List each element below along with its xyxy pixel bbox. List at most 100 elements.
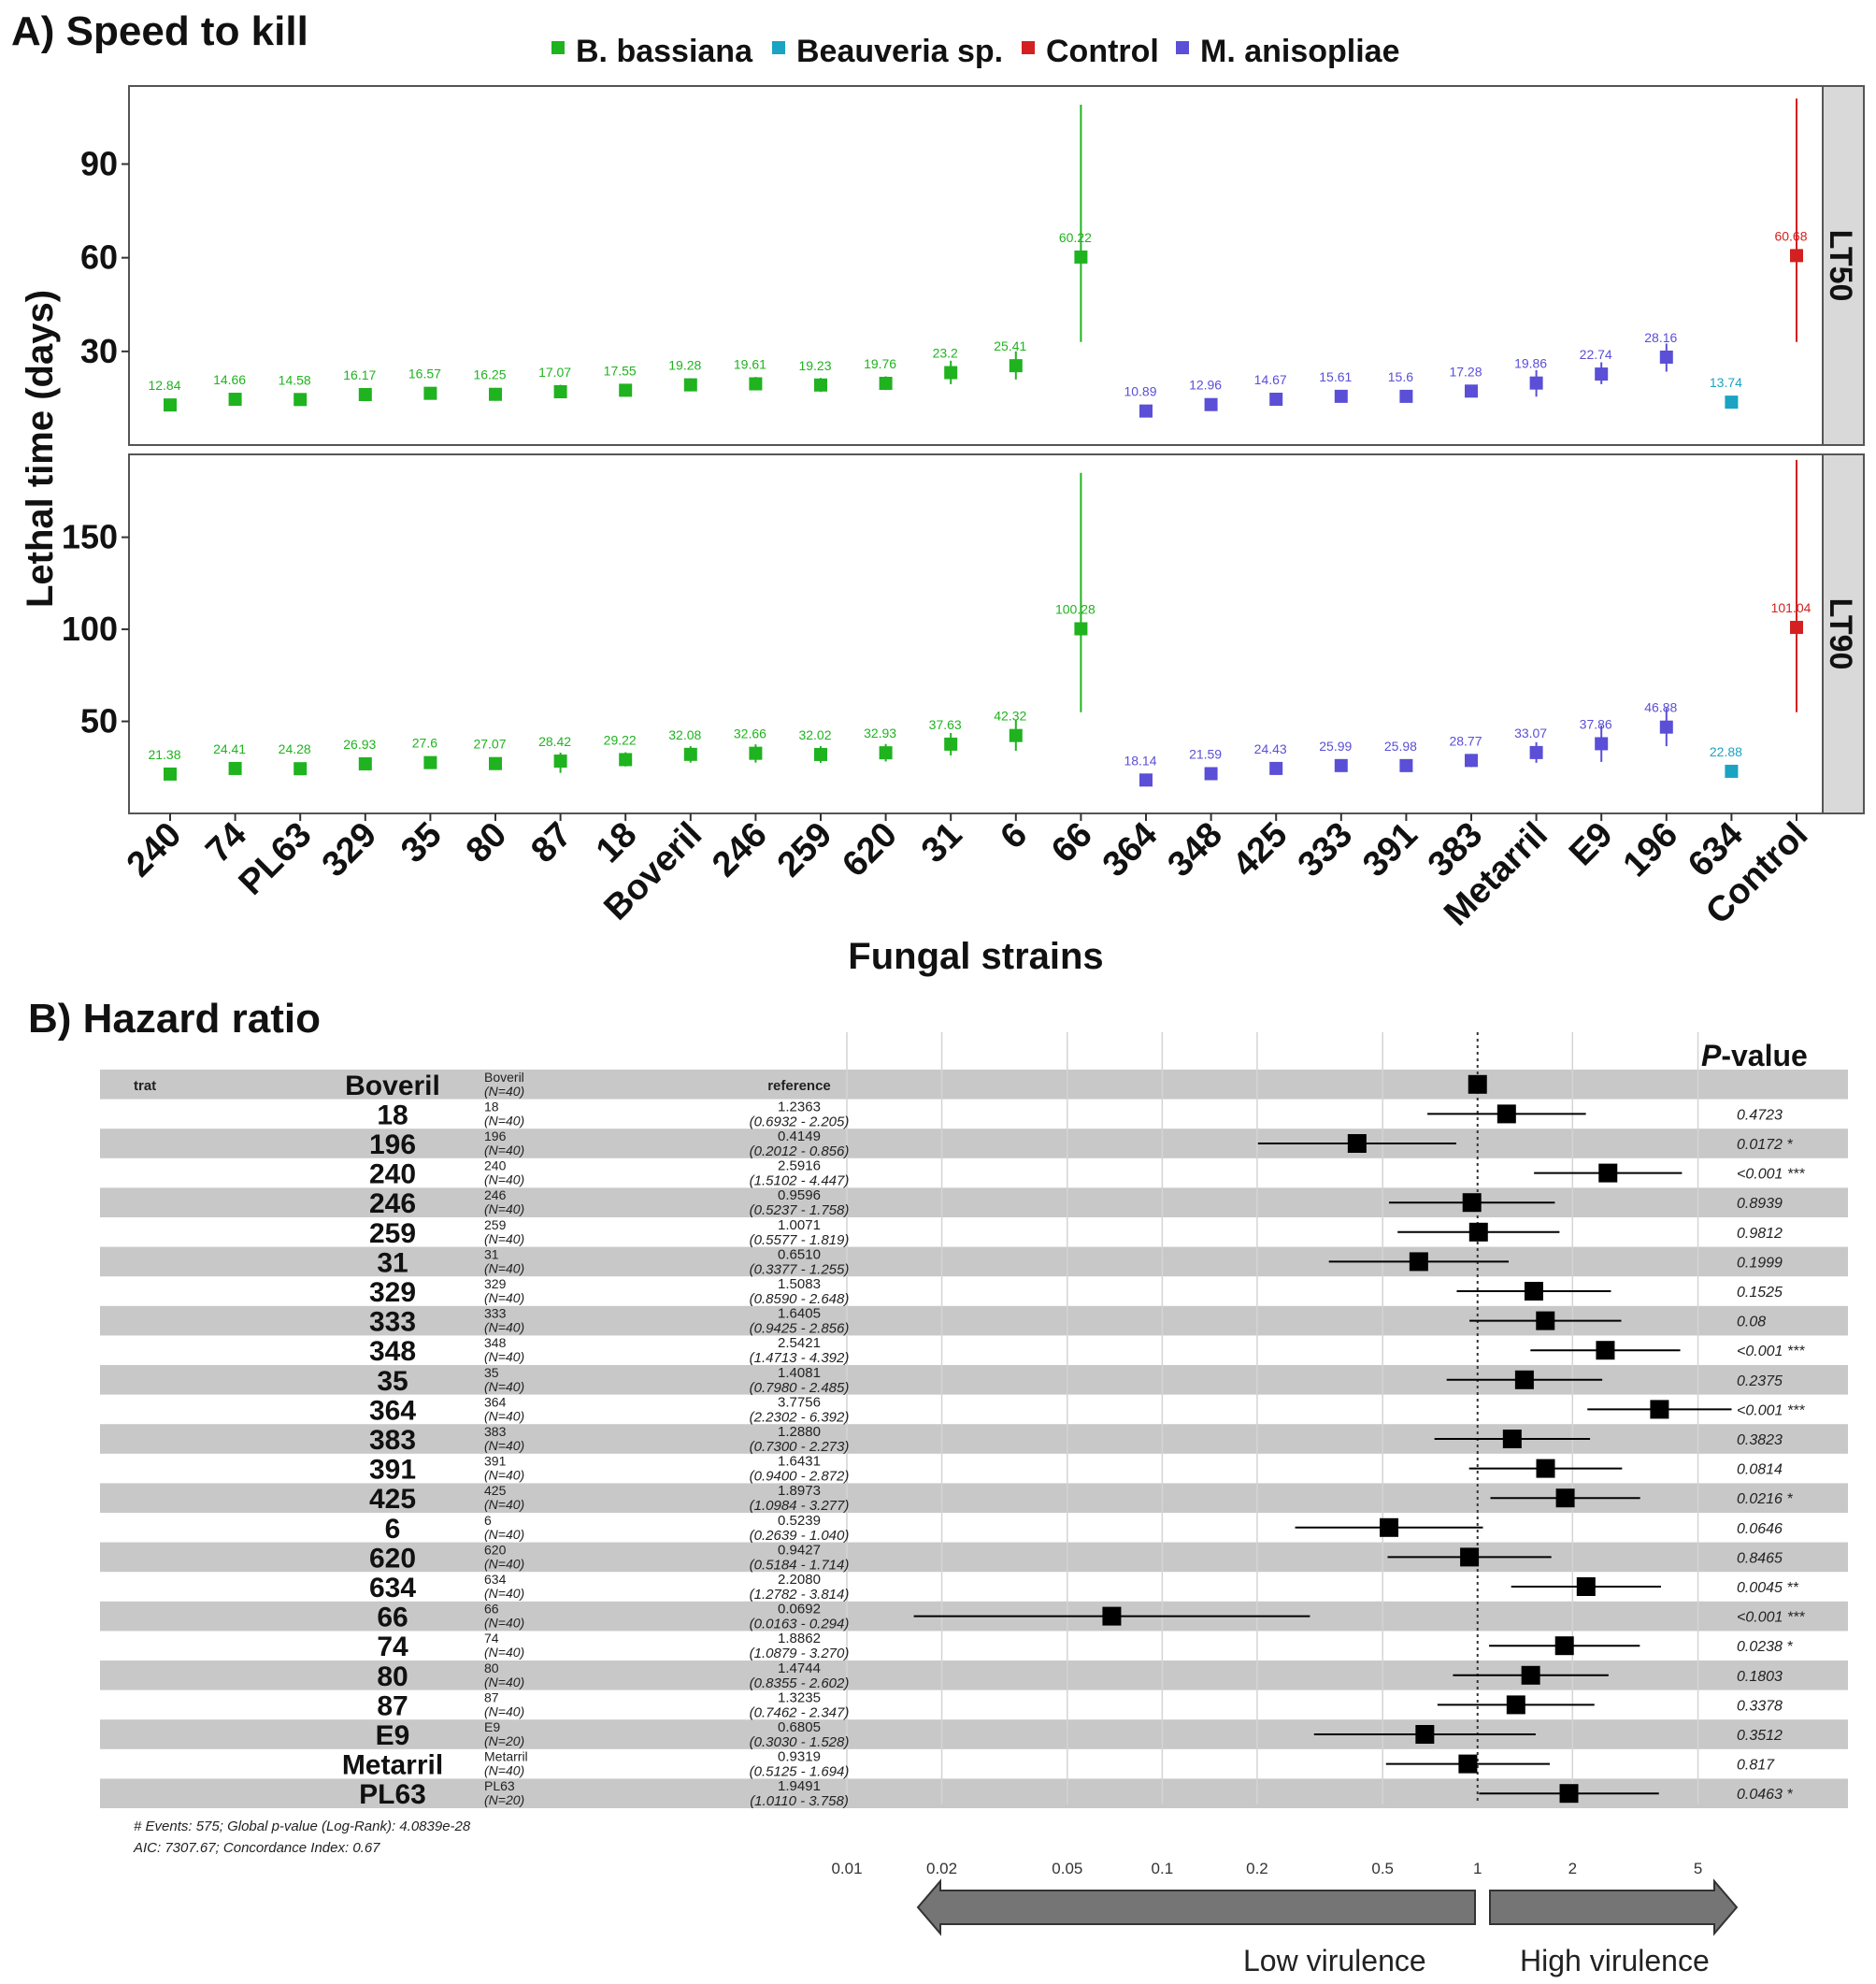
x-tick-label-66: 66: [1044, 815, 1100, 871]
lt50-ytick-label: 60: [80, 238, 118, 277]
lt50-point-348: 12.96: [1189, 378, 1222, 411]
x-tick-label-364: 364: [1096, 815, 1166, 885]
lt50-data-label: 19.23: [798, 358, 831, 373]
lt50-marker: [1659, 350, 1673, 364]
lt50-ytick-label: 30: [80, 332, 118, 370]
row-ci-label: (1.0879 - 3.270): [750, 1646, 850, 1661]
lt90-point-240: 21.38: [148, 747, 181, 781]
row-strain-small: 329: [484, 1276, 507, 1291]
forest-row-364: 364 364(N=40)3.7756(2.2302 - 6.392) <0.001…: [369, 1394, 1805, 1426]
x-tick-label-80: 80: [459, 815, 515, 871]
lt50-marker: [814, 378, 827, 392]
lt90-marker: [619, 753, 633, 767]
row-hr-label: 0.9596: [778, 1187, 821, 1203]
lt90-marker: [1074, 622, 1088, 636]
x-tick-label-6: 6: [994, 815, 1036, 857]
lt50-point-e9: 22.74: [1580, 347, 1612, 384]
row-hr-marker: [1536, 1459, 1555, 1478]
lt50-marker: [1465, 384, 1478, 398]
lt90-marker: [1595, 737, 1609, 751]
x-tick-label-333: 333: [1291, 815, 1361, 885]
row-hr-marker: [1415, 1725, 1435, 1744]
forest-row-425: 425 425(N=40)1.8973(1.0984 - 3.277) 0.0216…: [369, 1483, 1793, 1515]
row-hr-marker: [1102, 1606, 1122, 1626]
row-hr-marker: [1576, 1577, 1596, 1596]
lt90-marker: [1790, 621, 1803, 635]
lt90-point-6: 42.32: [994, 709, 1027, 752]
row-pvalue: 0.9812: [1737, 1226, 1783, 1242]
row-pvalue: 0.0463 *: [1737, 1787, 1793, 1803]
row-hr-label: 1.8862: [778, 1631, 821, 1646]
row-n: (N=20): [484, 1792, 524, 1807]
lt50-data-label: 16.57: [408, 367, 441, 381]
row-band: [100, 1129, 1848, 1158]
legend-label-control: Control: [1046, 34, 1159, 69]
row-ci-label: (0.7300 - 2.273): [750, 1439, 850, 1455]
lt90-data-label: 25.98: [1384, 739, 1417, 754]
row-hr-label: 0.5239: [778, 1513, 821, 1529]
row-strain-name: 620: [369, 1543, 416, 1574]
row-pvalue: 0.0172 *: [1737, 1137, 1793, 1153]
row-n: (N=40): [484, 1260, 524, 1275]
row-strain-small: 425: [484, 1483, 507, 1498]
row-hr-marker: [1380, 1517, 1399, 1537]
forest-row-196: 196 196(N=40)0.4149(0.2012 - 0.856) 0.0172…: [369, 1129, 1793, 1160]
x-tick-label-196: 196: [1616, 815, 1686, 885]
row-n: (N=40): [484, 1084, 524, 1099]
row-hr-marker: [1506, 1695, 1525, 1715]
lt50-point-boveril: 19.28: [668, 358, 702, 392]
row-hr-label: 1.4081: [778, 1365, 821, 1381]
forest-x-tick: 1: [1473, 1860, 1482, 1877]
lt50-data-label: 19.28: [668, 358, 701, 373]
lt50-data-label: 14.58: [279, 372, 311, 387]
lt90-data-label: 101.04: [1771, 600, 1812, 615]
forest-x-tick: 2: [1568, 1860, 1577, 1877]
lt90-data-label: 21.59: [1189, 746, 1222, 761]
row-strain-small: 348: [484, 1335, 507, 1350]
row-strain-small: 391: [484, 1454, 507, 1469]
lt50-marker: [879, 377, 893, 391]
lt90-data-label: 42.32: [994, 709, 1026, 724]
legend-swatch-m-anisopliae: [1176, 41, 1189, 54]
x-tick-label-87: 87: [523, 815, 580, 871]
forest-footer-line1: # Events: 575; Global p-value (Log-Rank)…: [134, 1819, 471, 1834]
lt90-marker: [164, 767, 177, 781]
row-strain-small: 31: [484, 1246, 499, 1261]
lt50-data-label: 14.67: [1254, 372, 1287, 387]
high-virulence-label: High virulence: [1520, 1944, 1710, 1977]
lt50-data-label: 16.25: [473, 367, 506, 382]
row-hr-marker: [1598, 1163, 1618, 1183]
x-tick-label-259: 259: [770, 815, 840, 885]
lt90-marker: [423, 755, 437, 769]
row-ci-label: (0.2012 - 0.856): [750, 1143, 850, 1159]
lt50-point-pl63: 14.58: [279, 372, 311, 407]
forest-row-87: 87 87(N=40)1.3235(0.7462 - 2.347) 0.3378: [377, 1689, 1783, 1721]
lt50-marker: [1399, 389, 1413, 403]
lt90-marker: [1399, 758, 1413, 772]
lt90-data-label: 24.41: [213, 741, 246, 756]
lt90-point-259: 32.02: [798, 727, 832, 763]
row-strain-name: 246: [369, 1188, 416, 1219]
lt90-marker: [1139, 773, 1153, 787]
forest-x-tick: 0.1: [1152, 1860, 1174, 1877]
row-band: [100, 1187, 1848, 1217]
row-strain-small: 383: [484, 1424, 507, 1439]
lt90-data-label: 28.77: [1449, 733, 1482, 748]
lt90-marker: [944, 737, 958, 751]
row-ci-label: (1.4713 - 4.392): [750, 1350, 850, 1366]
lt90-point-74: 24.41: [213, 741, 246, 775]
row-strain-small: 240: [484, 1158, 507, 1173]
lt90-point-boveril: 32.08: [668, 727, 702, 763]
row-pvalue: 0.1999: [1737, 1255, 1783, 1271]
lt50-point-metarril: 19.86: [1514, 356, 1547, 397]
lt50-data-label: 22.74: [1580, 347, 1612, 362]
row-hr-label: 3.7756: [778, 1394, 821, 1410]
lt90-point-18: 29.22: [604, 732, 637, 767]
row-strain-small: 87: [484, 1689, 499, 1704]
row-strain-name: 259: [369, 1218, 416, 1249]
row-hr-label: 0.9427: [778, 1542, 821, 1558]
row-strain-small: 35: [484, 1365, 499, 1380]
row-n: (N=40): [484, 1763, 524, 1778]
forest-x-tick: 5: [1694, 1860, 1702, 1877]
